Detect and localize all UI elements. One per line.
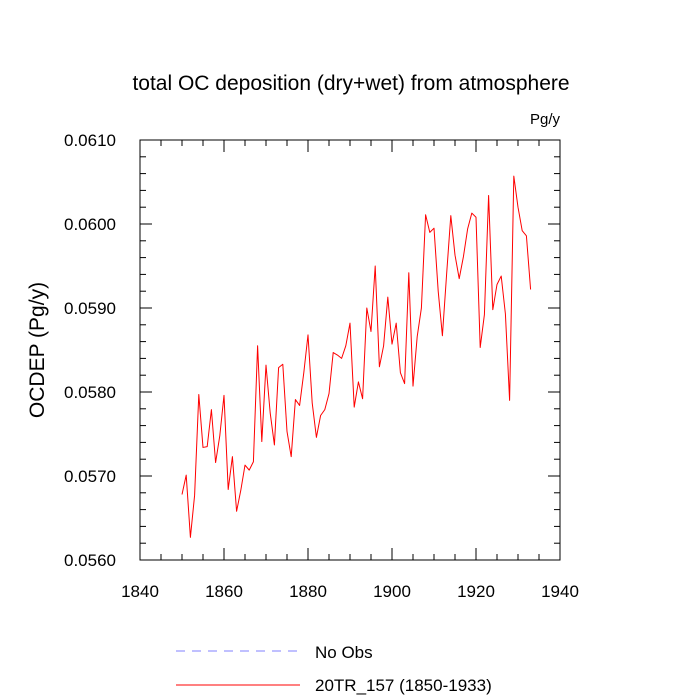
units-label: Pg/y [530,111,561,128]
plot-frame [139,139,561,561]
x-tick-labels: 1840 1860 1880 1900 1920 1940 [121,582,579,601]
series-group [181,175,532,538]
x-tick-label: 1860 [205,582,243,601]
y-tick-label: 0.0580 [64,383,116,402]
y-tick-label: 0.0590 [64,299,116,318]
x-tick-label: 1840 [121,582,159,601]
axis-ticks [139,139,561,561]
x-tick-label: 1920 [457,582,495,601]
series-line-20tr-157 [181,175,532,538]
x-tick-label: 1880 [289,582,327,601]
y-tick-label: 0.0600 [64,215,116,234]
y-tick-label: 0.0570 [64,467,116,486]
legend: No Obs 20TR_157 (1850-1933) [176,643,492,695]
x-tick-label: 1940 [541,582,579,601]
y-tick-labels: 0.0560 0.0570 0.0580 0.0590 0.0600 0.0610 [64,131,116,570]
y-axis-label: OCDEP (Pg/y) [26,282,49,418]
chart-title: total OC deposition (dry+wet) from atmos… [132,72,569,95]
legend-label-no-obs: No Obs [315,643,373,662]
x-tick-label: 1900 [373,582,411,601]
y-tick-label: 0.0610 [64,131,116,150]
y-tick-label: 0.0560 [64,551,116,570]
legend-label-20tr-157: 20TR_157 (1850-1933) [315,676,492,695]
